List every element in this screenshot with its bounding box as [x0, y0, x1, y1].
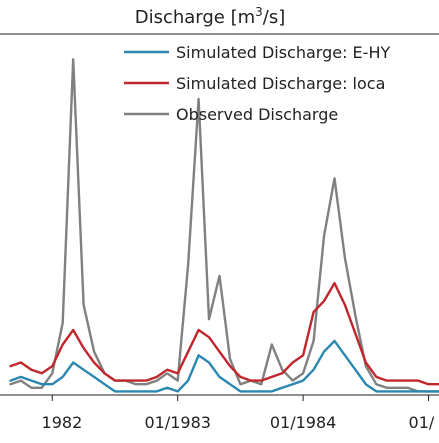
legend-label-1: Simulated Discharge: loca	[176, 74, 385, 93]
title-prefix: Discharge [m	[135, 7, 255, 28]
x-tick-label-1: 01/1983	[144, 413, 210, 432]
x-tick-label-2: 01/1984	[270, 413, 336, 432]
title-superscript: 3	[255, 5, 263, 19]
x-ticks: 1982 01/1983 01/1984 01/	[42, 395, 435, 432]
series-line-1	[11, 283, 439, 384]
legend: Simulated Discharge: E-HY Simulated Disch…	[124, 43, 390, 124]
x-tick-label-0: 1982	[42, 413, 83, 432]
x-tick-label-3: 01/	[409, 413, 435, 432]
legend-label-0: Simulated Discharge: E-HY	[176, 43, 390, 62]
title-suffix: /s]	[263, 7, 285, 28]
legend-label-2: Observed Discharge	[176, 105, 338, 124]
chart-title: Discharge [m3/s]	[135, 5, 286, 28]
